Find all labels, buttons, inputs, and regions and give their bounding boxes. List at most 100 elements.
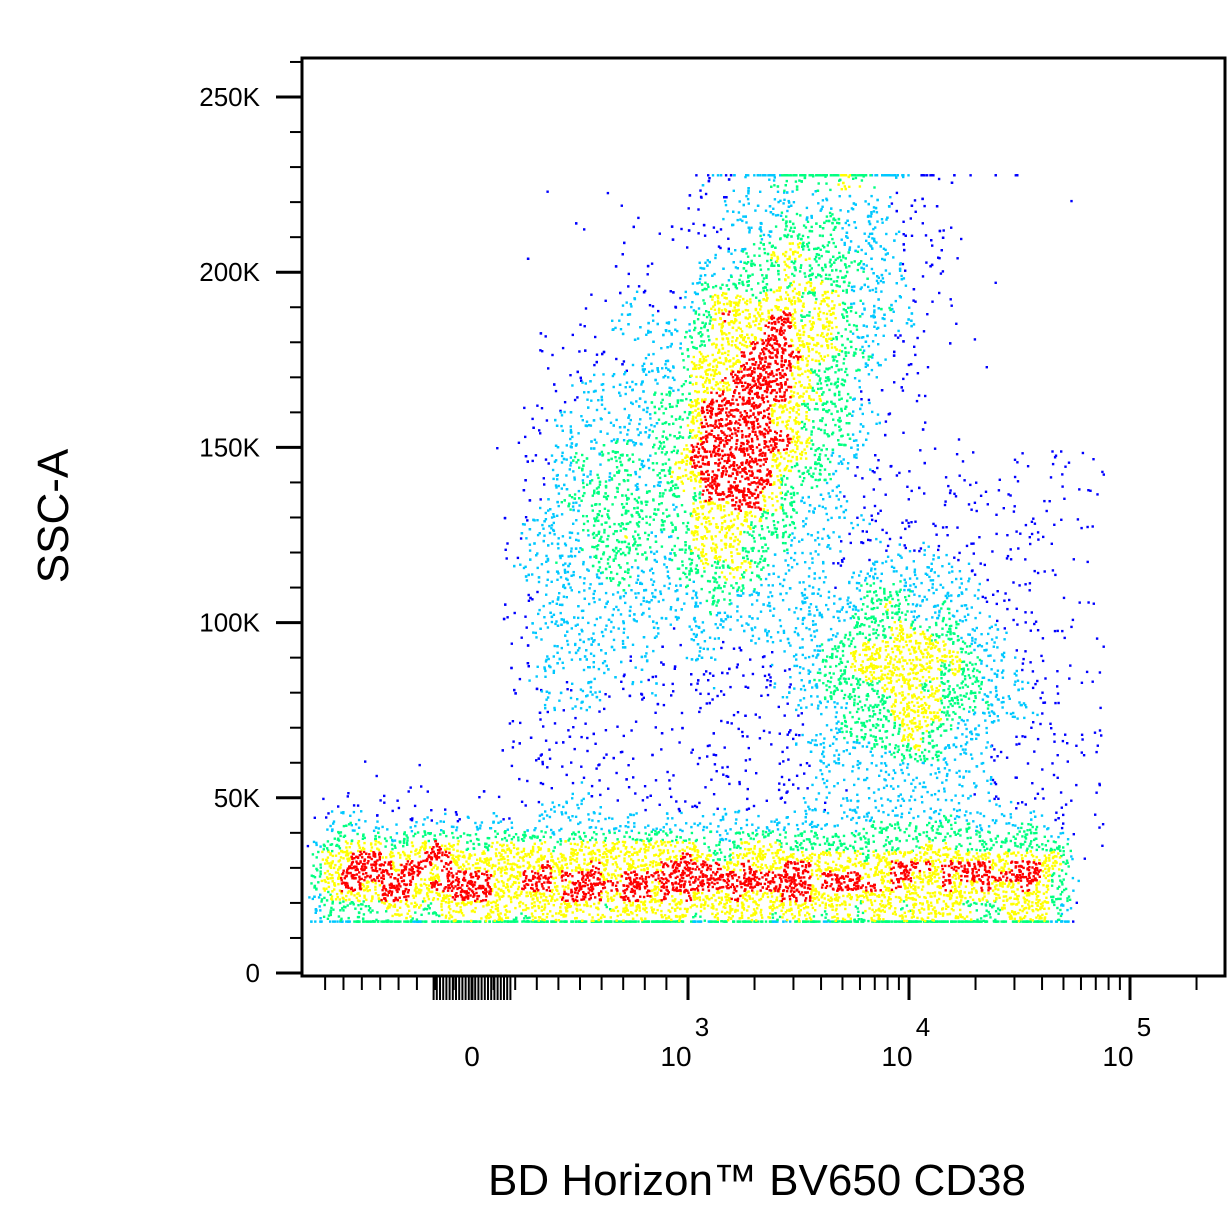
event-point — [547, 509, 550, 512]
event-point — [571, 333, 574, 337]
event-point — [839, 428, 843, 431]
event-point — [645, 556, 648, 559]
event-point — [626, 562, 629, 565]
event-point — [673, 508, 676, 511]
event-point — [708, 672, 712, 675]
event-point — [1060, 869, 1064, 872]
event-point — [1019, 703, 1022, 707]
event-point — [562, 595, 566, 598]
event-point — [864, 778, 867, 782]
event-point — [833, 701, 836, 704]
event-point — [866, 572, 869, 575]
event-point — [980, 680, 983, 684]
event-point — [975, 626, 978, 630]
event-point — [778, 782, 781, 785]
event-point — [884, 269, 888, 272]
event-point — [802, 601, 806, 604]
event-point — [792, 521, 795, 525]
event-point — [615, 605, 618, 609]
event-point — [900, 768, 903, 772]
event-point — [984, 701, 988, 704]
event-point — [751, 617, 754, 620]
event-point — [451, 831, 454, 835]
event-point — [567, 729, 570, 732]
event-point — [1086, 560, 1089, 564]
event-point — [700, 630, 704, 634]
event-point — [894, 814, 897, 817]
event-point — [975, 765, 978, 768]
event-point — [927, 566, 930, 569]
event-point — [840, 804, 843, 807]
event-point — [910, 204, 914, 207]
event-point — [850, 288, 854, 292]
event-point — [545, 658, 548, 662]
event-point — [944, 816, 947, 819]
event-point — [1034, 682, 1037, 686]
event-point — [575, 538, 578, 542]
event-point — [753, 588, 756, 591]
event-point — [873, 504, 877, 508]
event-point — [965, 735, 968, 738]
event-point — [595, 695, 599, 699]
event-point — [956, 257, 959, 260]
event-point — [623, 646, 627, 649]
event-point — [678, 577, 682, 581]
event-point — [1004, 592, 1007, 595]
event-point — [654, 535, 657, 538]
event-point — [993, 797, 996, 801]
event-point — [783, 801, 787, 804]
event-point — [627, 786, 631, 789]
event-point — [976, 644, 980, 648]
event-point — [748, 758, 752, 761]
event-point — [652, 828, 655, 831]
event-point — [710, 920, 713, 923]
event-point — [798, 734, 801, 737]
event-point — [644, 826, 647, 829]
event-point — [690, 628, 693, 631]
event-point — [766, 564, 770, 567]
event-point — [660, 545, 664, 548]
event-point — [877, 809, 880, 813]
event-point — [848, 194, 852, 198]
event-point — [964, 604, 968, 607]
event-point — [750, 226, 753, 229]
event-point — [983, 693, 986, 696]
event-point — [582, 529, 585, 532]
event-point — [597, 576, 601, 580]
event-point — [782, 920, 785, 923]
event-point — [850, 832, 854, 835]
event-point — [572, 508, 575, 512]
event-point — [568, 536, 572, 539]
event-point — [308, 896, 311, 899]
event-point — [975, 737, 978, 740]
event-point — [879, 540, 882, 544]
event-point — [319, 866, 322, 869]
event-point — [644, 357, 648, 360]
event-point — [875, 422, 878, 425]
event-point — [813, 572, 816, 575]
event-point — [550, 580, 553, 583]
event-point — [849, 799, 853, 802]
event-point — [832, 562, 835, 565]
event-point — [822, 746, 826, 749]
event-point — [652, 518, 655, 521]
event-point — [858, 430, 862, 433]
event-point — [1063, 888, 1066, 892]
event-point — [692, 222, 695, 225]
event-point — [713, 920, 717, 923]
event-point — [595, 545, 598, 548]
event-point — [712, 687, 716, 690]
event-point — [857, 582, 861, 585]
event-point — [838, 728, 841, 731]
event-point — [793, 630, 797, 634]
event-point — [829, 627, 833, 631]
event-point — [673, 494, 676, 498]
event-point — [583, 577, 586, 580]
event-point — [591, 545, 594, 549]
event-point — [1034, 828, 1038, 831]
event-point — [941, 602, 945, 606]
event-point — [942, 618, 945, 621]
event-point — [555, 561, 558, 564]
event-point — [519, 563, 522, 566]
event-point — [647, 353, 650, 356]
